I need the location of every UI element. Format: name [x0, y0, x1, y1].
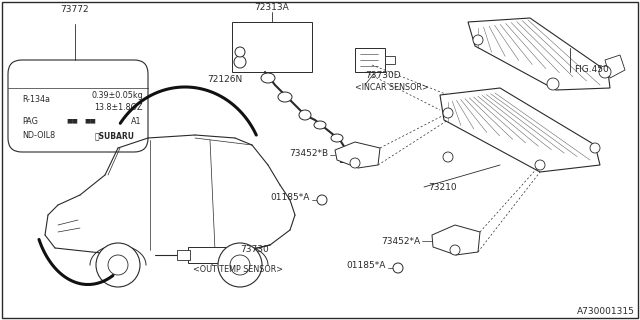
Ellipse shape — [314, 121, 326, 129]
FancyBboxPatch shape — [8, 60, 148, 152]
Circle shape — [317, 195, 327, 205]
Text: <INCAR SENSOR>: <INCAR SENSOR> — [355, 84, 429, 92]
Text: PAG: PAG — [22, 116, 38, 125]
Ellipse shape — [331, 134, 343, 142]
Text: ■■: ■■ — [84, 118, 96, 124]
Text: 13.8±1.8OZ: 13.8±1.8OZ — [95, 102, 143, 111]
Circle shape — [590, 143, 600, 153]
Text: 01185*A: 01185*A — [347, 261, 386, 270]
Polygon shape — [335, 142, 380, 168]
Text: ND-OIL8: ND-OIL8 — [22, 132, 55, 140]
Text: 73730: 73730 — [240, 245, 269, 254]
Bar — [232, 22, 312, 72]
Text: 73452*B: 73452*B — [289, 148, 328, 157]
Text: ■■: ■■ — [66, 118, 78, 124]
Circle shape — [450, 245, 460, 255]
Bar — [225, 252, 238, 258]
Circle shape — [393, 263, 403, 273]
Circle shape — [108, 255, 128, 275]
Text: A730001315: A730001315 — [577, 308, 635, 316]
Circle shape — [443, 152, 453, 162]
Circle shape — [96, 243, 140, 287]
Text: ⓈSUBARU: ⓈSUBARU — [95, 132, 135, 140]
Text: 72313A: 72313A — [255, 4, 289, 12]
Ellipse shape — [299, 110, 311, 120]
Text: 01185*A: 01185*A — [271, 194, 310, 203]
Bar — [340, 148, 358, 162]
Circle shape — [535, 160, 545, 170]
Polygon shape — [432, 225, 480, 255]
Text: A1: A1 — [131, 116, 141, 125]
Circle shape — [230, 255, 250, 275]
Text: 73452*A: 73452*A — [381, 236, 420, 245]
Text: R-134a: R-134a — [22, 95, 50, 105]
Text: 0.39±0.05kg: 0.39±0.05kg — [92, 91, 143, 100]
Ellipse shape — [278, 92, 292, 102]
Bar — [385, 56, 395, 64]
Text: 73730D: 73730D — [365, 71, 401, 81]
Circle shape — [235, 47, 245, 57]
Text: 73772: 73772 — [61, 5, 90, 14]
Bar — [188, 247, 225, 263]
Circle shape — [599, 66, 611, 78]
Text: FIG.450: FIG.450 — [574, 66, 609, 75]
Circle shape — [234, 56, 246, 68]
Text: 73210: 73210 — [428, 182, 456, 191]
Circle shape — [473, 35, 483, 45]
Circle shape — [443, 108, 453, 118]
Polygon shape — [440, 88, 600, 172]
Ellipse shape — [261, 73, 275, 83]
Circle shape — [350, 158, 360, 168]
Polygon shape — [605, 55, 625, 78]
Bar — [355, 48, 385, 72]
Polygon shape — [468, 18, 610, 90]
Text: <OUT TEMP SENSOR>: <OUT TEMP SENSOR> — [193, 266, 283, 275]
Circle shape — [218, 243, 262, 287]
Text: 72126N: 72126N — [207, 76, 243, 84]
Bar — [177, 250, 190, 260]
Circle shape — [547, 78, 559, 90]
